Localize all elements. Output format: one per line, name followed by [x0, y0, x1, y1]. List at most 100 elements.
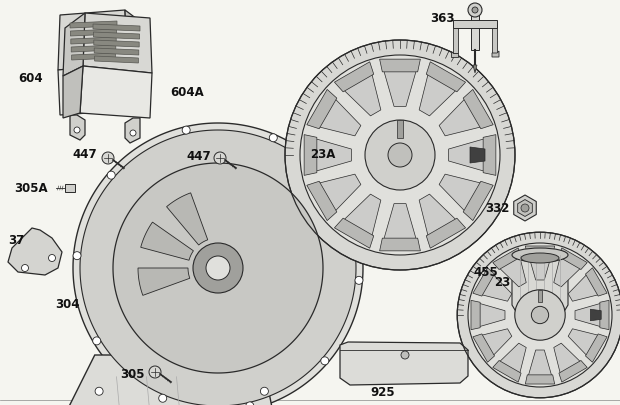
Circle shape [365, 120, 435, 190]
Bar [65, 184, 75, 192]
Circle shape [149, 366, 161, 378]
Text: 304: 304 [55, 298, 79, 311]
Circle shape [206, 256, 230, 280]
Polygon shape [71, 37, 116, 44]
Circle shape [515, 290, 565, 340]
Polygon shape [568, 273, 600, 301]
Polygon shape [483, 134, 496, 175]
Bar [471, 15, 479, 50]
Bar [492, 25, 497, 53]
Polygon shape [80, 130, 356, 405]
Polygon shape [95, 56, 138, 63]
Text: 37: 37 [8, 234, 24, 247]
Polygon shape [568, 329, 600, 356]
Polygon shape [307, 90, 337, 129]
Polygon shape [317, 97, 361, 136]
Circle shape [457, 232, 620, 398]
Polygon shape [478, 303, 505, 327]
Polygon shape [525, 375, 555, 384]
Polygon shape [473, 65, 477, 73]
Ellipse shape [521, 253, 559, 263]
Circle shape [22, 264, 29, 271]
Polygon shape [317, 174, 361, 213]
Polygon shape [419, 72, 458, 116]
Polygon shape [379, 238, 420, 251]
Polygon shape [600, 301, 609, 330]
Circle shape [73, 252, 81, 260]
Polygon shape [71, 45, 116, 52]
Polygon shape [83, 13, 152, 73]
Polygon shape [138, 268, 190, 295]
Polygon shape [379, 59, 420, 72]
Polygon shape [125, 10, 147, 73]
Ellipse shape [512, 248, 568, 262]
Circle shape [193, 243, 243, 293]
Polygon shape [554, 343, 582, 375]
Circle shape [355, 276, 363, 284]
Polygon shape [80, 66, 152, 118]
Polygon shape [575, 303, 602, 327]
Text: 447: 447 [72, 149, 97, 162]
Polygon shape [127, 63, 147, 115]
Polygon shape [94, 40, 140, 47]
Circle shape [107, 171, 115, 179]
Text: 363: 363 [430, 11, 455, 24]
Polygon shape [427, 62, 466, 92]
Polygon shape [449, 138, 486, 172]
Polygon shape [559, 360, 587, 382]
Circle shape [246, 402, 254, 405]
Polygon shape [463, 181, 493, 221]
Text: 455: 455 [473, 266, 498, 279]
Polygon shape [439, 97, 483, 136]
Polygon shape [342, 72, 381, 116]
Polygon shape [94, 48, 139, 55]
Polygon shape [498, 255, 526, 287]
Circle shape [321, 357, 329, 365]
Circle shape [214, 152, 226, 164]
Polygon shape [58, 63, 130, 115]
Polygon shape [470, 147, 485, 163]
Polygon shape [528, 350, 552, 377]
Polygon shape [585, 334, 607, 362]
Text: 604: 604 [18, 72, 43, 85]
Polygon shape [473, 268, 495, 296]
Polygon shape [141, 222, 193, 260]
Polygon shape [480, 273, 512, 301]
Text: eReplacementParts.com: eReplacementParts.com [234, 213, 386, 226]
Bar [397, 120, 403, 138]
Polygon shape [93, 24, 140, 31]
Circle shape [159, 394, 167, 402]
Polygon shape [70, 21, 117, 28]
Polygon shape [585, 268, 607, 296]
Polygon shape [590, 309, 601, 321]
Text: 447: 447 [186, 149, 211, 162]
Circle shape [335, 191, 343, 199]
Circle shape [521, 204, 529, 212]
Bar [538, 290, 542, 303]
Circle shape [130, 130, 136, 136]
Circle shape [269, 134, 277, 142]
Circle shape [48, 254, 56, 262]
Polygon shape [419, 194, 458, 238]
Text: 305: 305 [120, 369, 144, 382]
Polygon shape [498, 343, 526, 375]
Polygon shape [427, 218, 466, 248]
Text: 604A: 604A [170, 85, 204, 98]
Polygon shape [66, 355, 276, 405]
Polygon shape [70, 115, 85, 140]
Circle shape [388, 143, 412, 167]
Polygon shape [492, 51, 499, 57]
Polygon shape [463, 90, 493, 129]
Polygon shape [554, 255, 582, 287]
Polygon shape [314, 138, 352, 172]
Polygon shape [71, 53, 115, 60]
Text: 925: 925 [370, 386, 394, 399]
Text: 23: 23 [494, 275, 510, 288]
Circle shape [102, 152, 114, 164]
Polygon shape [63, 66, 83, 118]
Polygon shape [63, 13, 85, 76]
Circle shape [74, 127, 80, 133]
Polygon shape [342, 194, 381, 238]
Polygon shape [8, 228, 62, 275]
Polygon shape [480, 329, 512, 356]
